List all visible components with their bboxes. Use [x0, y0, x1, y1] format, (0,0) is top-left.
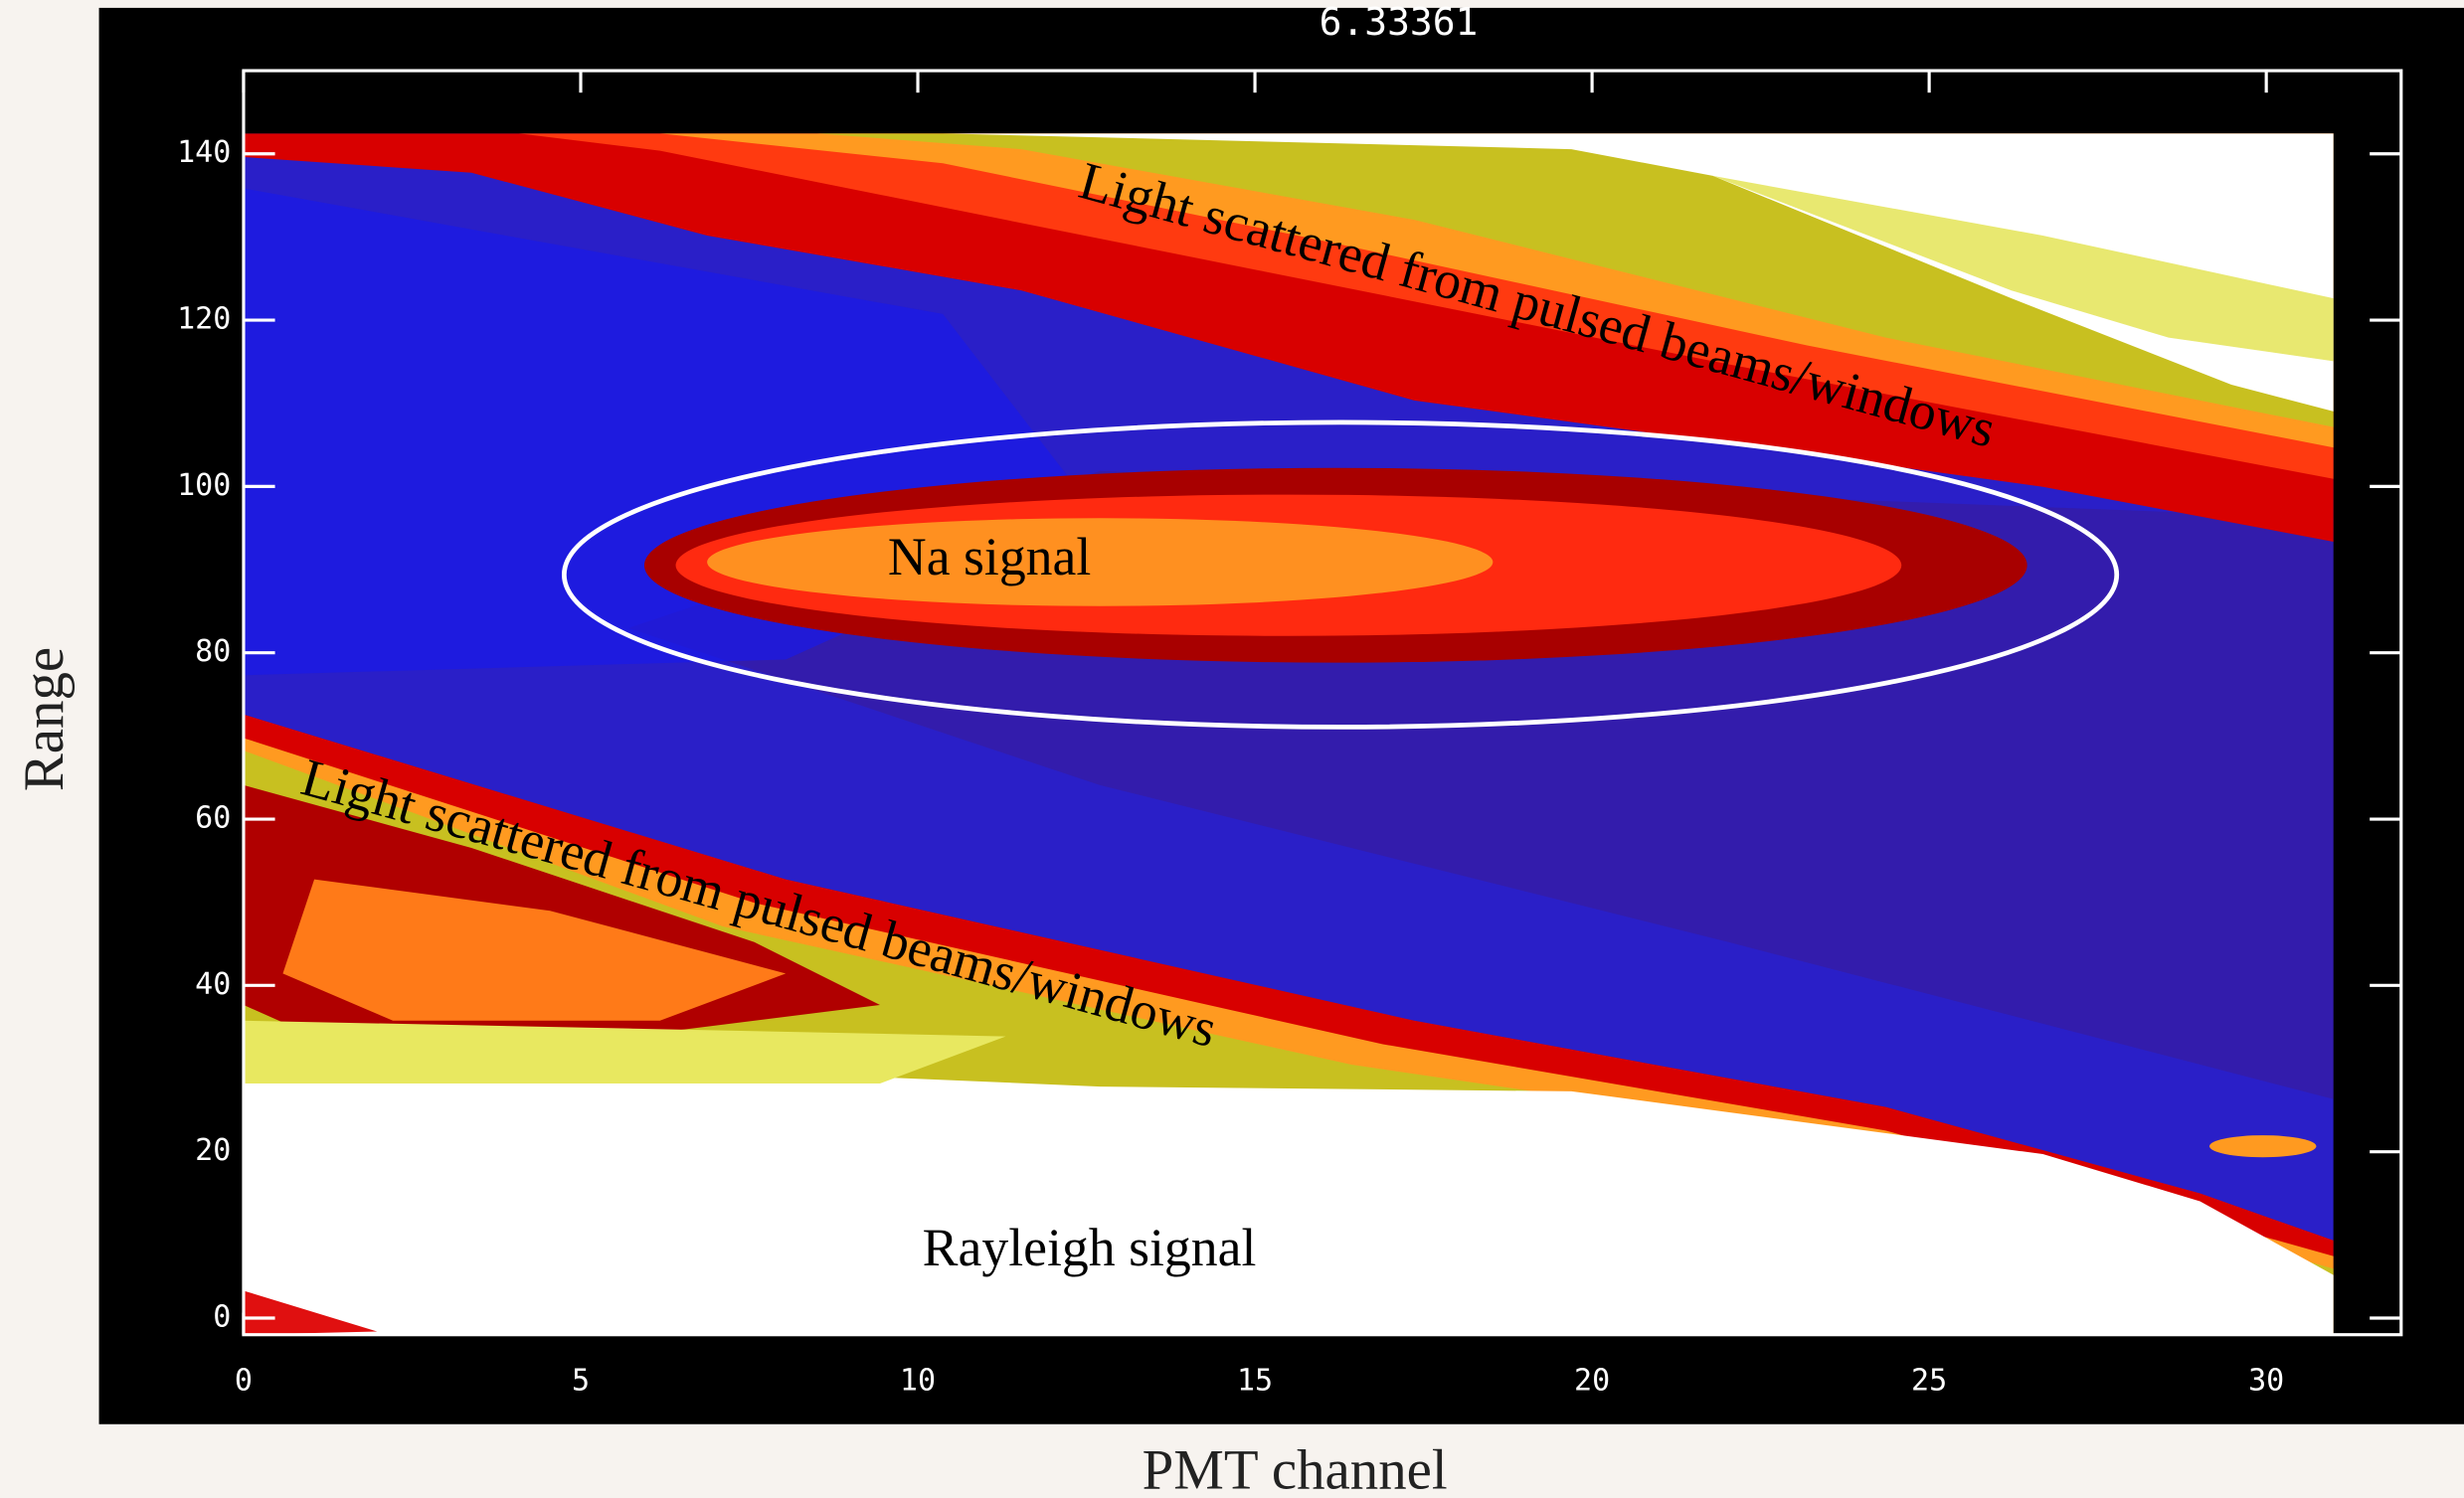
x-tick-label: 15 [1237, 1364, 1273, 1399]
y-tick-label: 60 [195, 801, 231, 836]
na-ellipse [561, 419, 2120, 730]
y-tick-label: 20 [195, 1133, 231, 1168]
y-tick-label: 120 [177, 302, 231, 337]
x-tick-label: 25 [1911, 1364, 1947, 1399]
chart-title: 6.33361 [1320, 0, 1479, 44]
heatmap-field [243, 133, 2334, 1335]
y-tick-label: 100 [177, 468, 231, 503]
x-tick-label: 10 [900, 1364, 936, 1399]
x-tick-label: 30 [2248, 1364, 2284, 1399]
annotation: Na signal [888, 527, 1091, 586]
y-axis-label: Range [13, 647, 76, 791]
y-tick-label: 0 [213, 1299, 231, 1334]
x-tick-label: 0 [235, 1364, 253, 1399]
x-axis-label: PMT channel [1143, 1439, 1448, 1498]
x-tick-label: 5 [572, 1364, 590, 1399]
y-tick-label: 80 [195, 634, 231, 669]
x-tick-label: 20 [1574, 1364, 1610, 1399]
y-tick-label: 40 [195, 967, 231, 1002]
y-tick-label: 140 [177, 135, 231, 170]
plot-edge [2333, 133, 2401, 1335]
axis-box [242, 69, 2403, 1337]
annotation: Rayleigh signal [923, 1218, 1257, 1277]
